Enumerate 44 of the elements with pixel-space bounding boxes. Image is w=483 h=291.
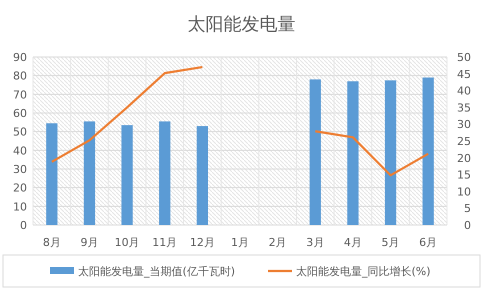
bar: [121, 125, 133, 225]
x-tick-label: 9月: [80, 236, 98, 249]
y2-tick-label: 45: [457, 68, 471, 81]
y2-tick-label: 25: [457, 135, 471, 148]
x-tick-label: 3月: [306, 236, 324, 249]
y-tick-label: 70: [13, 88, 27, 102]
bar: [422, 78, 434, 225]
y2-tick-label: 30: [457, 118, 471, 132]
legend-label: 太阳能发电量_同比增长(%): [296, 265, 431, 278]
y-tick-label: 10: [13, 200, 27, 214]
bar: [84, 121, 96, 225]
y2-tick-label: 40: [457, 84, 471, 98]
chart-title: 太阳能发电量: [188, 14, 296, 35]
x-tick-label: 10月: [114, 236, 140, 249]
y2-tick-label: 50: [457, 51, 471, 64]
x-tick-label: 1月: [231, 236, 249, 249]
x-tick-label: 11月: [152, 236, 178, 249]
y-tick-label: 80: [13, 70, 27, 83]
y-tick-label: 20: [13, 182, 27, 195]
y2-tick-label: 5: [464, 202, 471, 216]
y2-tick-label: 0: [464, 219, 471, 232]
y-tick-label: 60: [13, 107, 27, 120]
y2-tick-label: 20: [457, 152, 471, 165]
y-tick-label: 30: [13, 163, 27, 176]
legend-label: 太阳能发电量_当期值(亿千瓦时): [78, 265, 236, 278]
y2-tick-label: 10: [457, 185, 471, 198]
y2-tick-label: 35: [457, 101, 471, 114]
y-tick-label: 0: [20, 219, 27, 232]
y-tick-label: 90: [13, 51, 27, 64]
x-tick-label: 5月: [382, 236, 400, 249]
bar: [384, 80, 396, 225]
x-tick-label: 2月: [268, 236, 287, 249]
bar: [196, 126, 208, 225]
x-tick-label: 8月: [42, 236, 61, 249]
bar: [310, 79, 321, 225]
y2-tick-label: 15: [457, 168, 471, 182]
x-tick-label: 4月: [344, 236, 362, 249]
y-tick-label: 50: [13, 126, 27, 139]
x-tick-label: 12月: [190, 236, 215, 249]
bar: [347, 81, 359, 225]
bar: [159, 121, 170, 225]
x-tick-label: 6月: [419, 236, 438, 249]
y-tick-label: 40: [13, 144, 27, 158]
bar: [46, 123, 58, 225]
